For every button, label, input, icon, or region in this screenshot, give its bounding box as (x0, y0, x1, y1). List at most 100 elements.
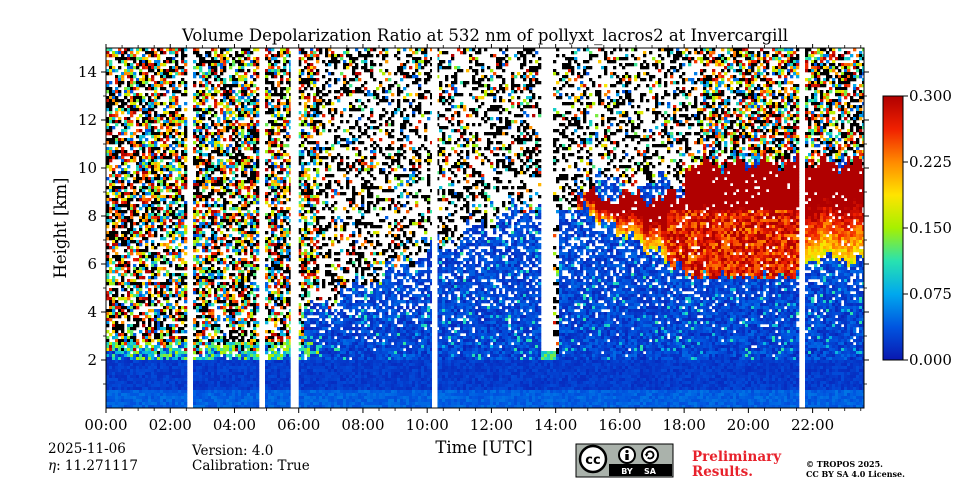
heatmap-cell (250, 177, 254, 181)
heatmap-cell (136, 345, 140, 349)
heatmap-cell (118, 51, 122, 55)
heatmap-cell (118, 342, 122, 346)
heatmap-cell (253, 138, 257, 142)
heatmap-cell (256, 123, 260, 127)
heatmap-cell (220, 186, 224, 190)
heatmap-cell (193, 228, 197, 232)
heatmap-cell (280, 225, 284, 229)
heatmap-cell (238, 267, 242, 271)
heatmap-cell (265, 87, 269, 91)
heatmap-cell (232, 228, 236, 232)
heatmap-cell (178, 369, 182, 373)
heatmap-cell (154, 405, 158, 408)
heatmap-cell (136, 375, 140, 379)
heatmap-cell (286, 159, 290, 163)
heatmap-cell (184, 144, 188, 148)
heatmap-cell (226, 282, 230, 286)
heatmap-cell (112, 279, 116, 283)
heatmap-cell (253, 228, 257, 232)
heatmap-cell (238, 321, 242, 325)
heatmap-cell (139, 282, 143, 286)
heatmap-cell (172, 354, 176, 358)
heatmap-cell (142, 297, 146, 301)
heatmap-cell (286, 99, 290, 103)
heatmap-cell (226, 378, 230, 382)
heatmap-cell (115, 336, 119, 340)
heatmap-cell (160, 399, 164, 403)
heatmap-cell (289, 156, 293, 160)
heatmap-cell (271, 270, 275, 274)
heatmap-cell (271, 261, 275, 265)
heatmap-cell (274, 222, 278, 226)
heatmap-cell (166, 405, 170, 408)
heatmap-cell (277, 261, 281, 265)
heatmap-cell (235, 306, 239, 310)
heatmap-cell (244, 363, 248, 367)
heatmap-cell (145, 399, 149, 403)
heatmap-cell (280, 264, 284, 268)
heatmap-cell (277, 180, 281, 184)
heatmap-cell (181, 198, 185, 202)
heatmap-cell (274, 141, 278, 145)
heatmap-cell (175, 114, 179, 118)
heatmap-cell (148, 123, 152, 127)
heatmap-cell (142, 390, 146, 394)
heatmap-cell (124, 240, 128, 244)
heatmap-cell (268, 225, 272, 229)
heatmap-cell (277, 60, 281, 64)
heatmap-cell (283, 228, 287, 232)
heatmap-cell (163, 156, 167, 160)
heatmap-cell (280, 90, 284, 94)
heatmap-cell (244, 138, 248, 142)
heatmap-cell (193, 264, 197, 268)
heatmap-cell (208, 117, 212, 121)
heatmap-cell (106, 318, 110, 322)
heatmap-cell (151, 252, 155, 256)
heatmap-cell (166, 300, 170, 304)
heatmap-cell (208, 210, 212, 214)
heatmap-cell (184, 153, 188, 157)
heatmap-cell (253, 174, 257, 178)
heatmap-cell (154, 219, 158, 223)
heatmap-cell (286, 171, 290, 175)
heatmap-cell (109, 234, 113, 238)
heatmap-cell (112, 96, 116, 100)
heatmap-cell (244, 375, 248, 379)
plot-area: 00:00 02:00 04:00 06:00 08:00 10:00 12:00 14:00… (78, 44, 869, 434)
heatmap-cell (175, 183, 179, 187)
heatmap-cell (148, 378, 152, 382)
heatmap-cell (151, 186, 155, 190)
heatmap-cell (184, 69, 188, 73)
heatmap-cell (238, 84, 242, 88)
heatmap-cell (214, 330, 218, 334)
heatmap-cell (274, 237, 278, 241)
heatmap-cell (109, 108, 113, 112)
heatmap-cell (151, 258, 155, 262)
heatmap-cell (280, 48, 284, 52)
heatmap-cell (241, 243, 245, 247)
heatmap-cell (238, 252, 242, 256)
heatmap-cell (139, 198, 143, 202)
heatmap-cell (265, 249, 269, 253)
heatmap-cell (151, 150, 155, 154)
heatmap-cell (223, 207, 227, 211)
heatmap-cell (148, 60, 152, 64)
heatmap-cell (163, 297, 167, 301)
heatmap-cell (157, 369, 161, 373)
heatmap-cell (235, 387, 239, 391)
heatmap-cell (241, 69, 245, 73)
heatmap-cell (151, 189, 155, 193)
heatmap-cell (118, 174, 122, 178)
heatmap-cell (223, 66, 227, 70)
heatmap-cell (238, 327, 242, 331)
heatmap-cell (271, 240, 275, 244)
heatmap-cell (232, 399, 236, 403)
heatmap-cell (181, 318, 185, 322)
heatmap-cell (244, 222, 248, 226)
heatmap-cell (232, 126, 236, 130)
heatmap-cell (271, 369, 275, 373)
heatmap-cell (184, 261, 188, 265)
heatmap-cell (169, 369, 173, 373)
heatmap-cell (253, 267, 257, 271)
heatmap-cell (166, 225, 170, 229)
